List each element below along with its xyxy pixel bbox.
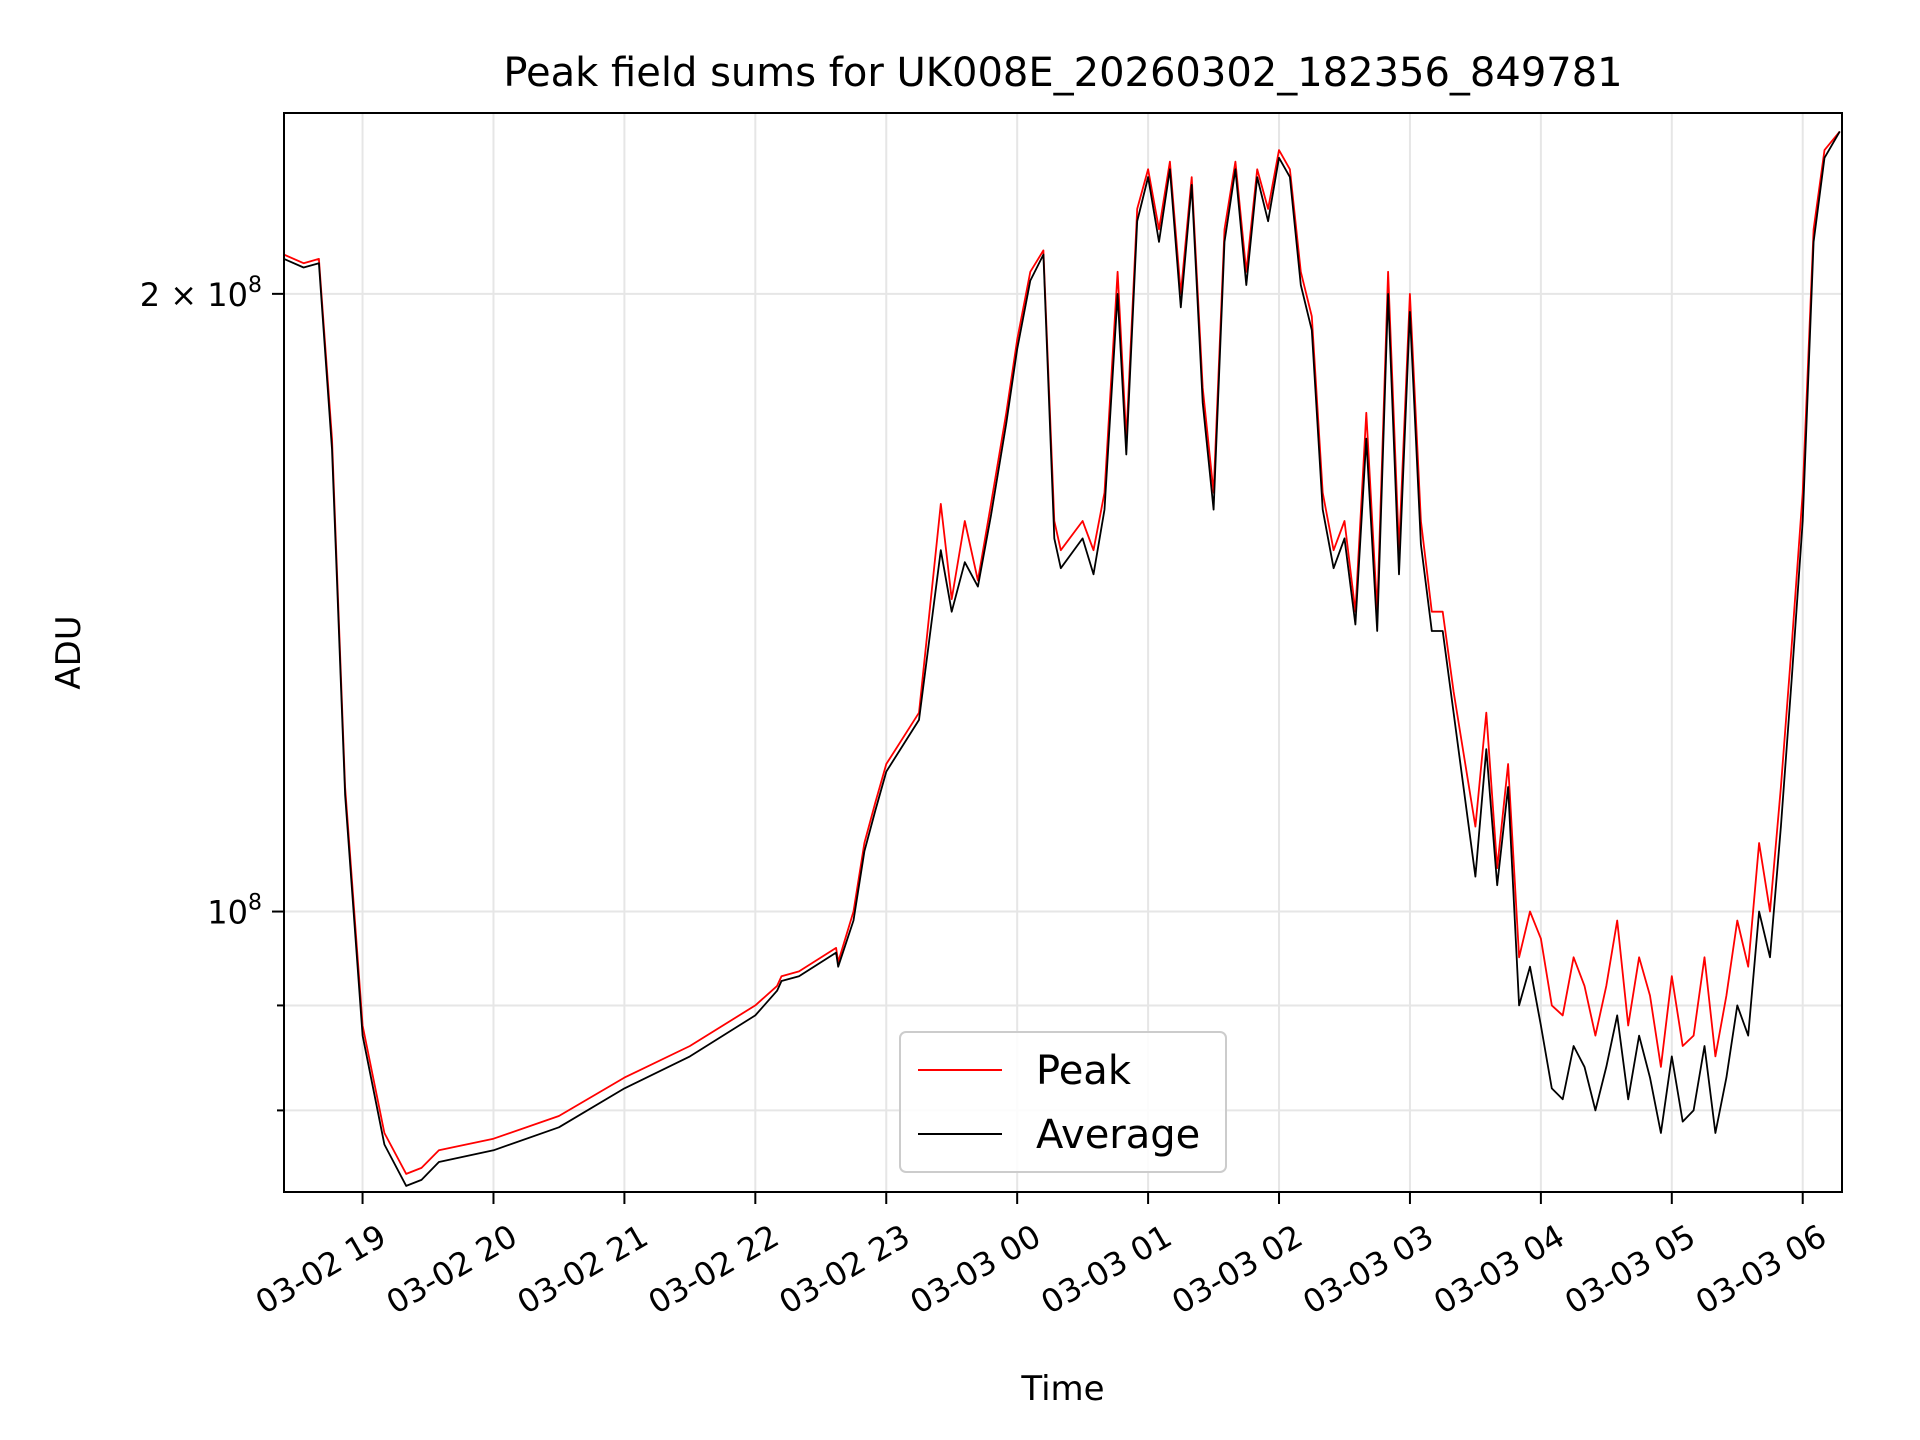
legend-label-peak: Peak (1036, 1048, 1132, 1094)
x-tick-label: 03-03 03 (1296, 1217, 1440, 1322)
x-tick-label: 03-03 05 (1558, 1217, 1702, 1322)
x-tick-label: 03-02 21 (511, 1217, 655, 1322)
y-tick-label-prefix: 2 × (140, 276, 208, 314)
series-line-peak (284, 130, 1841, 1175)
y-tick-label: 2 × 108 (140, 273, 262, 314)
chart-title: Peak field sums for UK008E_20260302_1823… (503, 50, 1622, 96)
y-tick-label-exponent: 8 (248, 273, 262, 298)
x-tick-label: 03-02 19 (249, 1217, 393, 1322)
x-tick-label: 03-02 23 (773, 1217, 917, 1322)
x-tick-label: 03-03 01 (1035, 1217, 1179, 1322)
y-tick-label-exponent: 8 (248, 891, 262, 916)
x-tick-label: 03-03 06 (1689, 1217, 1833, 1322)
x-tick-label: 03-03 00 (904, 1217, 1048, 1322)
y-tick-label-base: 10 (207, 894, 248, 932)
grid-layer (284, 113, 1842, 1192)
legend: Peak Average (899, 1031, 1227, 1173)
y-axis-label: ADU (49, 615, 89, 689)
y-tick-label-base: 10 (207, 276, 248, 314)
x-tick-label: 03-02 20 (380, 1217, 524, 1322)
x-tick-label: 03-03 02 (1165, 1217, 1309, 1322)
x-tick-label: 03-02 22 (642, 1217, 786, 1322)
legend-label-average: Average (1036, 1112, 1200, 1158)
series-layer (284, 130, 1841, 1187)
plot-frame (283, 112, 1843, 1193)
x-tick-label: 03-03 04 (1427, 1217, 1571, 1322)
x-axis-label: Time (1020, 1369, 1104, 1409)
y-tick-label: 108 (207, 891, 262, 932)
legend-box (899, 1031, 1227, 1173)
series-line-average (284, 130, 1841, 1187)
